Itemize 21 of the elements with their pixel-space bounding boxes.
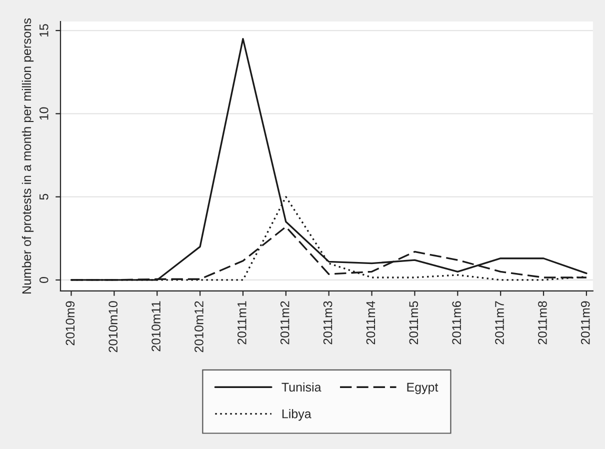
legend-label: Tunisia <box>282 382 322 392</box>
x-tick-label: 2010m10 <box>108 301 118 352</box>
x-tick-label: 2010m11 <box>152 301 160 352</box>
y-tick-label: 10 <box>39 107 48 120</box>
y-axis-title: Number of protests in a month per million persons <box>22 18 34 294</box>
y-tick-label: 0 <box>39 276 48 283</box>
x-tick-label: 2011m3 <box>323 301 332 344</box>
y-tick-label: 5 <box>40 194 48 200</box>
legend-label: Egypt <box>407 382 438 394</box>
x-tick-label: 2011m2 <box>280 301 290 344</box>
x-tick-label: 2011m4 <box>366 301 376 344</box>
x-tick-label: 2010m9 <box>66 301 75 346</box>
x-tick-label: 2011m9 <box>580 301 590 344</box>
x-tick-label: 2011m7 <box>495 301 504 344</box>
legend-label: Libya <box>282 409 312 421</box>
x-tick-label: 2011m1 <box>237 301 246 344</box>
x-tick-label: 2011m6 <box>452 301 462 344</box>
x-tick-label: 2010m12 <box>194 301 204 352</box>
y-tick-label: 15 <box>40 24 48 37</box>
x-tick-label: 2011m8 <box>538 301 547 344</box>
x-tick-label: 2011m5 <box>409 301 418 344</box>
